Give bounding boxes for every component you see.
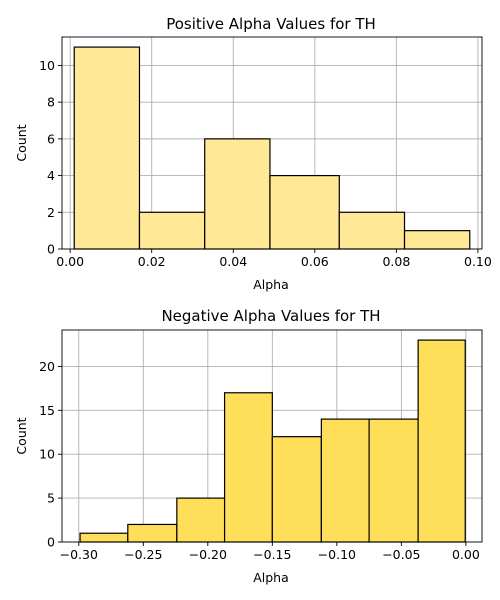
x-tick-label: −0.15	[253, 547, 291, 562]
histogram-bar	[417, 339, 466, 543]
bars	[73, 46, 471, 250]
histogram-bar	[138, 211, 206, 250]
y-tick-label: 6	[47, 131, 55, 146]
y-tick-label: 2	[47, 205, 55, 220]
positive-alpha-histogram: Positive Alpha Values for TH 0.00 0.02 0.0…	[14, 15, 492, 292]
y-tick-label: 4	[47, 168, 55, 183]
chart-title: Negative Alpha Values for TH	[161, 307, 380, 325]
y-axis-label: Count	[14, 417, 29, 454]
histogram-bar	[320, 418, 370, 543]
ticks: −0.30 −0.25 −0.20 −0.15 −0.10 −0.05 0.00 0 5 10 15…	[39, 359, 480, 562]
histogram-bar	[176, 497, 226, 543]
x-tick-label: 0.06	[301, 254, 329, 269]
histogram-bar	[271, 436, 322, 543]
histogram-bar	[204, 138, 271, 250]
x-tick-label: −0.30	[60, 547, 98, 562]
y-tick-label: 10	[39, 447, 55, 462]
x-tick-label: 0.08	[382, 254, 410, 269]
y-tick-label: 10	[39, 58, 55, 73]
x-tick-label: −0.05	[382, 547, 420, 562]
x-axis-label: Alpha	[253, 570, 289, 585]
y-tick-label: 0	[47, 242, 55, 257]
x-tick-label: −0.25	[124, 547, 162, 562]
chart-title: Positive Alpha Values for TH	[166, 15, 376, 33]
x-tick-label: 0.04	[219, 254, 247, 269]
ticks: 0.00 0.02 0.04 0.06 0.08 0.10 0 2 4 6 8 10	[39, 58, 492, 269]
x-tick-label: −0.20	[189, 547, 227, 562]
negative-alpha-histogram: Negative Alpha Values for TH −0.30 −0.25−…	[14, 307, 483, 585]
x-tick-label: 0.00	[56, 254, 84, 269]
y-tick-label: 5	[47, 491, 55, 506]
histogram-bar	[368, 418, 419, 543]
histogram-bar	[79, 532, 129, 543]
bars	[79, 339, 466, 543]
y-tick-label: 0	[47, 535, 55, 550]
x-tick-label: 0.10	[464, 254, 492, 269]
y-tick-label: 15	[39, 403, 55, 418]
y-tick-label: 8	[47, 95, 55, 110]
histogram-bar	[223, 392, 273, 543]
plot-frame	[61, 36, 483, 250]
histogram-bar	[269, 174, 340, 250]
x-tick-label: −0.10	[318, 547, 356, 562]
x-axis-label: Alpha	[253, 277, 289, 292]
x-tick-label: 0.02	[138, 254, 166, 269]
histogram-bar	[338, 211, 406, 250]
histogram-bar	[73, 46, 141, 250]
y-axis-label: Count	[14, 124, 29, 161]
histogram-bar	[127, 523, 178, 543]
x-tick-label: 0.00	[452, 547, 480, 562]
y-tick-label: 20	[39, 359, 55, 374]
histogram-bar	[403, 230, 471, 250]
